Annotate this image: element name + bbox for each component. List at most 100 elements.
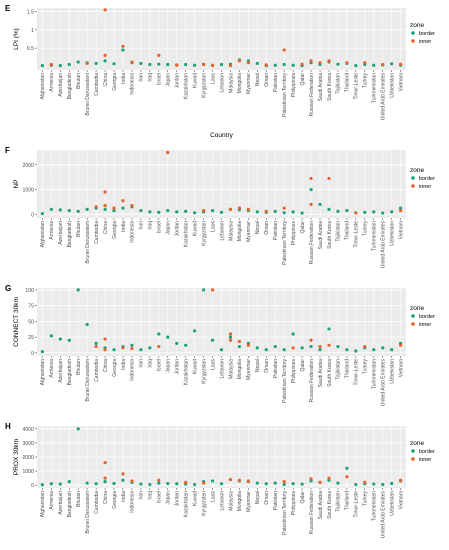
- x-tick-label: South Korea: [327, 359, 333, 387]
- y-tick-label: 50: [28, 319, 34, 325]
- data-point-border: [193, 63, 197, 67]
- panel-label: F: [5, 146, 10, 155]
- data-point-inner: [103, 204, 107, 208]
- data-point-inner: [237, 339, 242, 344]
- x-tick-label: Kazakhstan: [183, 491, 189, 517]
- x-tick-label: Tajikistan: [336, 359, 342, 380]
- data-point-border: [327, 327, 331, 331]
- data-point-border: [273, 63, 277, 67]
- data-point-border: [354, 64, 358, 68]
- data-point-inner: [399, 208, 403, 213]
- data-point-border: [390, 348, 394, 352]
- data-point-border: [148, 482, 152, 487]
- legend-label: border: [419, 31, 435, 37]
- panel-label: E: [5, 4, 11, 13]
- data-point-inner: [103, 190, 107, 194]
- x-tick-label: Tajikistan: [336, 221, 342, 242]
- x-tick-label: India: [121, 73, 127, 84]
- x-tick-label: Israel: [157, 491, 163, 503]
- data-point-border: [282, 211, 286, 215]
- x-tick-label: Oman: [264, 491, 270, 505]
- data-point-inner: [121, 199, 125, 203]
- data-point-inner: [94, 205, 98, 209]
- data-point-border: [399, 206, 403, 210]
- x-tick-label: Timor-Leste: [354, 359, 360, 386]
- data-point-border: [219, 62, 224, 67]
- data-point-border: [372, 482, 376, 486]
- x-tick-label: Indonesia: [130, 221, 136, 243]
- data-point-border: [228, 335, 233, 339]
- x-tick-label: Myanmar: [246, 221, 252, 242]
- x-tick-label: South Korea: [327, 73, 333, 101]
- data-point-border: [112, 208, 116, 213]
- data-point-border: [193, 329, 197, 333]
- x-tick-label: Myanmar: [246, 491, 252, 512]
- data-point-inner: [228, 64, 233, 68]
- x-tick-label: Jordan: [175, 359, 181, 375]
- x-tick-label: Bangladesh: [67, 359, 73, 386]
- data-point-border: [255, 346, 259, 350]
- legend-label: border: [419, 176, 435, 182]
- x-tick-label: Tajikistan: [336, 73, 342, 94]
- data-point-inner: [327, 176, 331, 181]
- y-tick-label: 75: [28, 304, 34, 310]
- data-point-inner: [166, 150, 170, 155]
- data-point-border: [345, 208, 349, 213]
- data-point-border: [201, 288, 206, 292]
- x-tick-label: South Korea: [327, 491, 333, 519]
- x-tick-label: India: [121, 359, 127, 370]
- data-point-inner: [246, 207, 250, 211]
- data-point-border: [291, 482, 295, 486]
- legend-swatch-border: [411, 449, 415, 453]
- x-tick-label: Cambodia: [94, 491, 100, 514]
- data-point-border: [112, 481, 116, 486]
- legend: zone border inner: [410, 440, 435, 463]
- data-point-border: [40, 211, 44, 216]
- x-tick-label: Georgia: [112, 221, 118, 239]
- data-point-border: [49, 482, 53, 486]
- legend-label: border: [419, 314, 435, 320]
- data-point-inner: [228, 477, 233, 482]
- x-tick-label: Iran: [139, 73, 145, 82]
- chart-panel-h: 0 1000 2000 3000 4000 Afghanistan Armenia Azerb…: [5, 422, 435, 538]
- data-point-inner: [354, 211, 358, 215]
- x-tick-label: Laos: [210, 491, 216, 502]
- legend-swatch-border: [411, 176, 415, 180]
- data-point-border: [372, 210, 376, 214]
- data-point-border: [157, 332, 161, 336]
- x-tick-label: Malaysia: [228, 221, 234, 241]
- x-tick-label: Vietnam: [398, 491, 404, 509]
- data-point-inner: [246, 479, 250, 483]
- data-point-inner: [210, 288, 215, 292]
- data-point-inner: [184, 480, 188, 484]
- x-tick-label: Iraq: [148, 221, 154, 230]
- data-point-inner: [237, 478, 242, 482]
- x-tick-label: Iraq: [148, 491, 154, 500]
- y-tick-label: 3000: [22, 441, 34, 447]
- data-point-border: [273, 481, 277, 485]
- x-tick-label: Qatar: [300, 491, 306, 504]
- x-tick-label: Jordan: [175, 73, 181, 89]
- legend-title: zone: [410, 167, 424, 174]
- data-point-border: [175, 210, 179, 214]
- x-tick-label: Uzbekistan: [389, 491, 395, 516]
- legend-title: zone: [410, 440, 424, 447]
- x-tick-label: Kazakhstan: [183, 73, 189, 99]
- data-point-inner: [228, 332, 233, 336]
- x-tick-label: India: [121, 491, 127, 502]
- data-point-inner: [282, 480, 286, 484]
- x-tick-label: Bhutan: [76, 359, 82, 375]
- data-point-border: [273, 344, 277, 349]
- data-point-border: [121, 478, 125, 482]
- data-point-border: [157, 62, 161, 66]
- data-point-inner: [121, 346, 125, 350]
- data-point-border: [336, 62, 340, 66]
- x-tick-label: Azerbaijan: [58, 73, 64, 97]
- data-point-inner: [237, 206, 242, 210]
- data-point-border: [354, 482, 358, 487]
- x-tick-label: Palestinian Territory: [282, 73, 288, 117]
- x-tick-label: Brunei Darussalam: [85, 221, 91, 264]
- legend: zone border inner: [410, 22, 435, 45]
- x-tick-label: Thailand: [345, 359, 351, 378]
